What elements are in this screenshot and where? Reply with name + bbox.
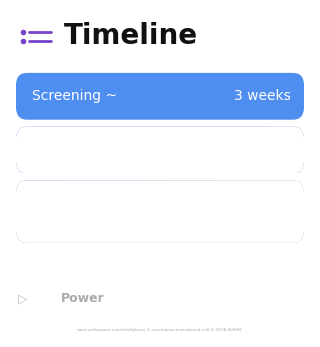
Text: Screening ~: Screening ~	[32, 89, 117, 103]
Text: www.withpower.com/trial/phase-1-carcinoma-transitional-cell-9-2018-8d986: www.withpower.com/trial/phase-1-carcinom…	[77, 328, 243, 332]
Text: from the start of treatment
up to 5 years: from the start of treatment up to 5 year…	[86, 195, 256, 225]
Text: Power: Power	[61, 292, 105, 305]
FancyBboxPatch shape	[16, 180, 304, 243]
Text: Treatment ~: Treatment ~	[32, 143, 119, 157]
Text: Varies: Varies	[249, 143, 291, 157]
Text: Follow
ups ~: Follow ups ~	[32, 195, 71, 225]
Text: 3 weeks: 3 weeks	[235, 89, 291, 103]
FancyBboxPatch shape	[16, 127, 304, 174]
Text: ▷: ▷	[18, 292, 27, 305]
Text: Timeline: Timeline	[64, 23, 198, 50]
FancyBboxPatch shape	[16, 73, 304, 120]
